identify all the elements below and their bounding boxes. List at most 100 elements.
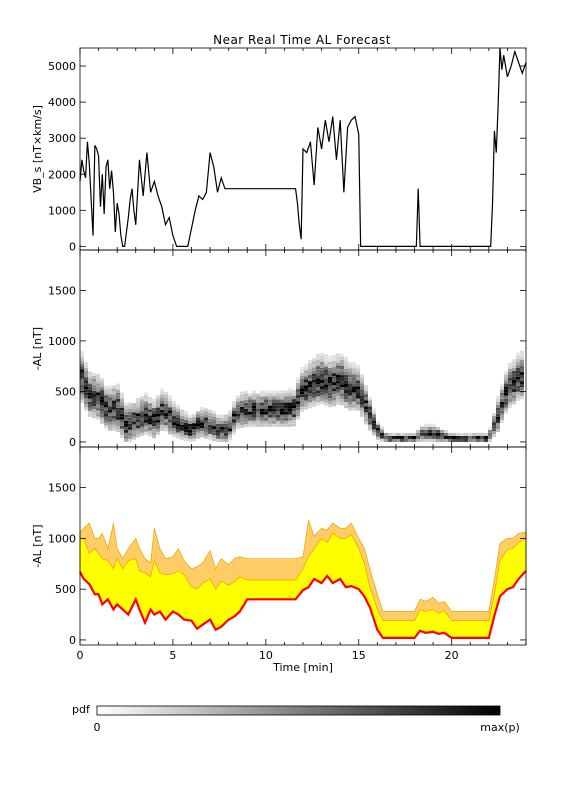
pdf-cell <box>312 373 316 377</box>
pdf-cell <box>512 373 516 377</box>
pdf-cell <box>284 408 288 412</box>
pdf-cell <box>288 393 292 397</box>
pdf-cell <box>160 388 164 392</box>
pdf-cell <box>304 382 308 386</box>
pdf-cell <box>80 351 84 355</box>
pdf-cell <box>512 379 516 383</box>
pdf-cell <box>276 408 280 412</box>
pdf-cell <box>328 380 332 384</box>
pdf-cell <box>84 374 88 378</box>
pdf-cell <box>80 396 84 400</box>
y-tick-label: 5000 <box>48 60 76 73</box>
pdf-cell <box>220 426 224 430</box>
pdf-cell <box>508 365 512 369</box>
pdf-cell <box>392 438 396 442</box>
pdf-cell <box>196 417 200 421</box>
pdf-cell <box>148 400 152 404</box>
pdf-cell <box>144 428 148 432</box>
pdf-cell <box>460 438 464 442</box>
pdf-cell <box>164 400 168 404</box>
pdf-cell <box>344 390 348 394</box>
pdf-cell <box>312 391 316 395</box>
pdf-cell <box>192 417 196 421</box>
pdf-cell <box>164 428 168 432</box>
x-tick-label: 15 <box>352 649 366 662</box>
pdf-cell <box>416 429 420 433</box>
pdf-cell <box>152 420 156 424</box>
pdf-cell <box>88 377 92 381</box>
pdf-cell <box>328 386 332 390</box>
pdf-cell <box>300 382 304 386</box>
pdf-cell <box>508 368 512 372</box>
pdf-cell <box>288 396 292 400</box>
pdf-cell <box>96 413 100 417</box>
pdf-cell <box>292 402 296 406</box>
pdf-cell <box>100 378 104 382</box>
pdf-cell <box>120 434 124 438</box>
pdf-cell <box>396 435 400 439</box>
pdf-cell <box>496 419 500 423</box>
pdf-cell <box>168 431 172 435</box>
pdf-cell <box>520 356 524 360</box>
pdf-cell <box>508 377 512 381</box>
pdf-cell <box>520 365 524 369</box>
pdf-cell <box>312 367 316 371</box>
pdf-cell <box>492 413 496 417</box>
pdf-cell <box>184 416 188 420</box>
pdf-cell <box>356 395 360 399</box>
pdf-cell <box>520 362 524 366</box>
pdf-cell <box>184 438 188 442</box>
pdf-cell <box>360 404 364 408</box>
pdf-cell <box>384 438 388 442</box>
pdf-cell <box>360 401 364 405</box>
pdf-cell <box>240 421 244 425</box>
pdf-cell <box>212 423 216 427</box>
pdf-cell <box>88 371 92 375</box>
pdf-cell <box>208 415 212 419</box>
pdf-cell <box>488 432 492 436</box>
pdf-cell <box>244 408 248 412</box>
pdf-cell <box>80 369 84 373</box>
pdf-cell <box>184 435 188 439</box>
pdf-cell <box>412 435 416 439</box>
pdf-cell <box>228 425 232 429</box>
pdf-cell <box>200 431 204 435</box>
x-tick-label: 0 <box>77 649 84 662</box>
pdf-cell <box>308 387 312 391</box>
pdf-cell <box>260 414 264 418</box>
pdf-cell <box>300 403 304 407</box>
pdf-cell <box>476 432 480 436</box>
pdf-cell <box>220 432 224 436</box>
pdf-cell <box>208 418 212 422</box>
pdf-cell <box>104 413 108 417</box>
pdf-cell <box>192 420 196 424</box>
median-forecast-line <box>79 570 527 639</box>
pdf-cell <box>352 377 356 381</box>
pdf-cell <box>308 372 312 376</box>
pdf-cell <box>80 363 84 367</box>
pdf-cell <box>132 415 136 419</box>
pdf-cell <box>276 393 280 397</box>
pdf-cell <box>144 401 148 405</box>
pdf-cell <box>128 420 132 424</box>
pdf-cell <box>104 386 108 390</box>
pdf-cell <box>288 423 292 427</box>
pdf-cell <box>268 396 272 400</box>
pdf-cell <box>256 396 260 400</box>
pdf-cell <box>184 413 188 417</box>
y-tick-label: 0 <box>69 436 76 449</box>
pdf-cell <box>236 407 240 411</box>
pdf-cell <box>272 396 276 400</box>
pdf-cell <box>156 407 160 411</box>
pdf-cell <box>300 366 304 370</box>
pdf-cell <box>84 398 88 402</box>
pdf-cell <box>252 399 256 403</box>
pdf-cell <box>100 405 104 409</box>
pdf-cell <box>136 401 140 405</box>
pdf-cell <box>344 374 348 378</box>
pdf-cell <box>252 411 256 415</box>
pdf-cell <box>304 403 308 407</box>
pdf-cell <box>208 436 212 440</box>
pdf-cell <box>312 376 316 380</box>
pdf-cell <box>228 437 232 441</box>
